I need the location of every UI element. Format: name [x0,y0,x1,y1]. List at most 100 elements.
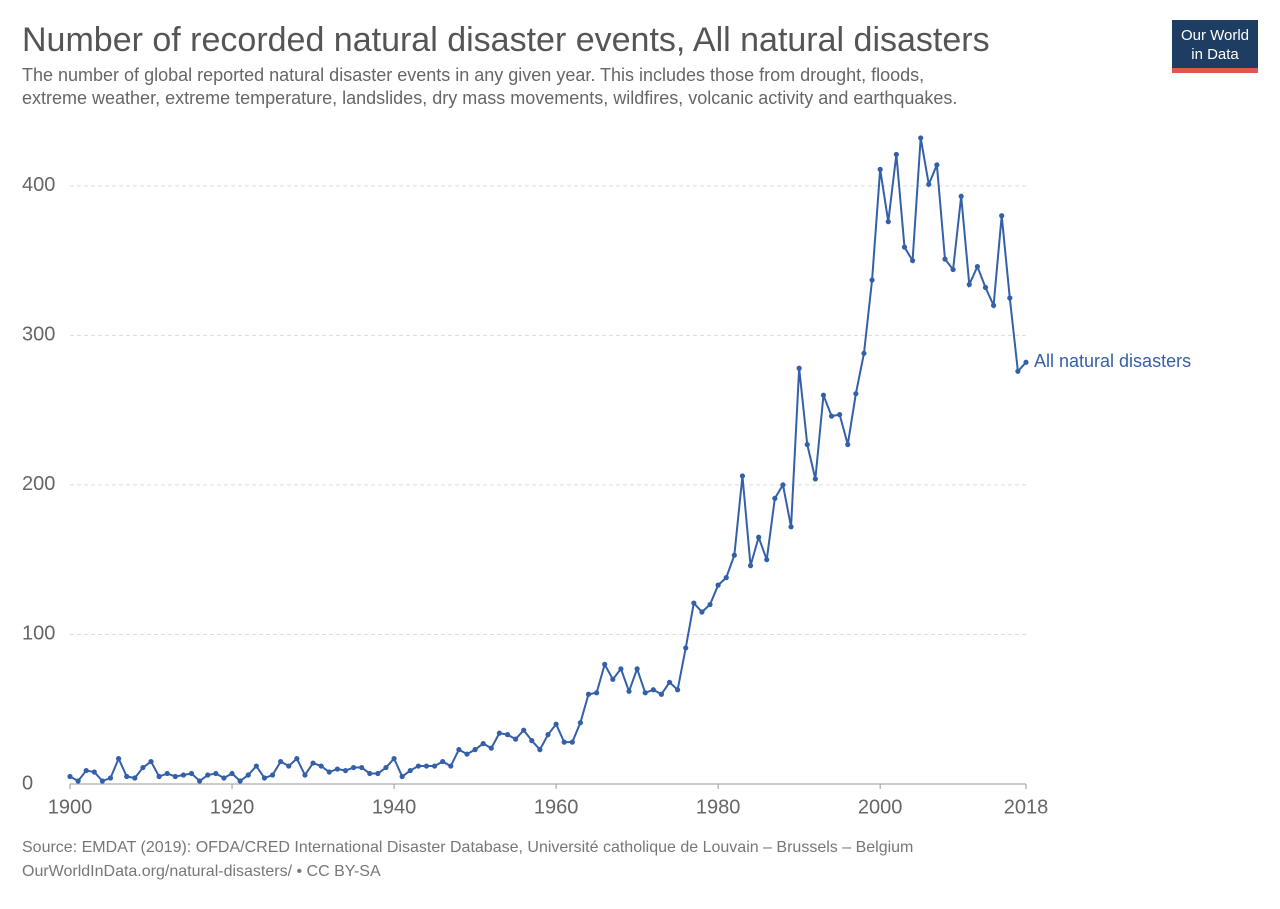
point [99,778,106,784]
point [756,534,762,540]
point [375,770,381,777]
x-tick-label: 2018 [1004,796,1049,818]
point [650,687,656,693]
point [415,763,421,769]
point [537,747,543,753]
point [658,691,665,697]
point [585,691,592,697]
y-tick-label: 200 [22,473,55,495]
point [529,738,535,744]
chart-title: Number of recorded natural disaster even… [22,21,990,59]
x-tick-label: 1920 [210,796,255,818]
point [683,645,689,651]
point [715,582,721,588]
point [391,755,397,762]
point [253,763,259,769]
point [67,773,73,780]
point [618,666,624,672]
point [739,473,746,479]
y-tick-label: 100 [22,623,55,645]
y-tick-label: 0 [22,772,33,794]
point [577,720,584,726]
point [423,763,430,769]
point [877,166,883,172]
point [942,256,948,262]
point [764,557,770,563]
point [83,767,89,774]
point [172,773,178,780]
source: Source: EMDAT (2019): OFDA/CRED Internat… [22,839,913,856]
point [521,727,527,733]
point [772,495,778,501]
logo-box [1172,20,1258,68]
point [780,482,786,488]
point [837,412,843,418]
x-tick-label: 1960 [534,796,579,818]
point [359,764,365,771]
point [278,758,284,765]
point [845,441,851,448]
x-tick-label: 1940 [372,796,417,818]
point [156,773,162,780]
point [594,690,600,696]
point [148,758,154,765]
point [934,162,940,168]
point [464,751,470,757]
point [310,760,316,766]
point [512,736,519,742]
point [75,778,81,784]
point [610,676,616,682]
point [1007,295,1013,301]
point [642,690,648,696]
point [723,575,729,581]
point [140,764,146,771]
point [869,277,875,283]
subtitle: extreme weather, extreme temperature, la… [22,88,957,108]
point [504,732,511,738]
point [999,213,1005,219]
point [561,739,567,745]
point [893,151,899,158]
point [440,758,446,765]
logo-text: in Data [1191,46,1239,63]
x-tick-label: 2000 [858,796,903,818]
point [245,772,251,778]
point [666,679,673,685]
point [496,730,502,736]
point [747,563,754,569]
point [553,721,559,727]
point [1023,359,1029,365]
point [221,775,227,781]
point [367,770,373,777]
point [804,441,810,448]
point [261,775,268,781]
point [691,600,697,606]
point [326,769,332,775]
point [107,775,114,781]
point [448,763,454,769]
point [602,661,608,667]
point [950,266,956,273]
license: OurWorldInData.org/natural-disasters/ • … [22,863,381,880]
point [197,778,203,784]
point [342,767,349,774]
point [707,601,713,608]
point [788,524,794,530]
point [431,763,438,769]
point [699,609,705,615]
point [164,770,170,777]
point [990,302,997,309]
point [205,772,211,778]
point [350,764,357,771]
point [918,135,924,141]
logo-text: Our World [1181,27,1249,44]
x-tick-label: 1980 [696,796,741,818]
point [1015,368,1021,374]
point [229,770,235,777]
point [124,773,130,780]
point [828,413,835,419]
point [116,755,122,762]
y-tick-label: 300 [22,324,55,346]
point [180,772,187,778]
